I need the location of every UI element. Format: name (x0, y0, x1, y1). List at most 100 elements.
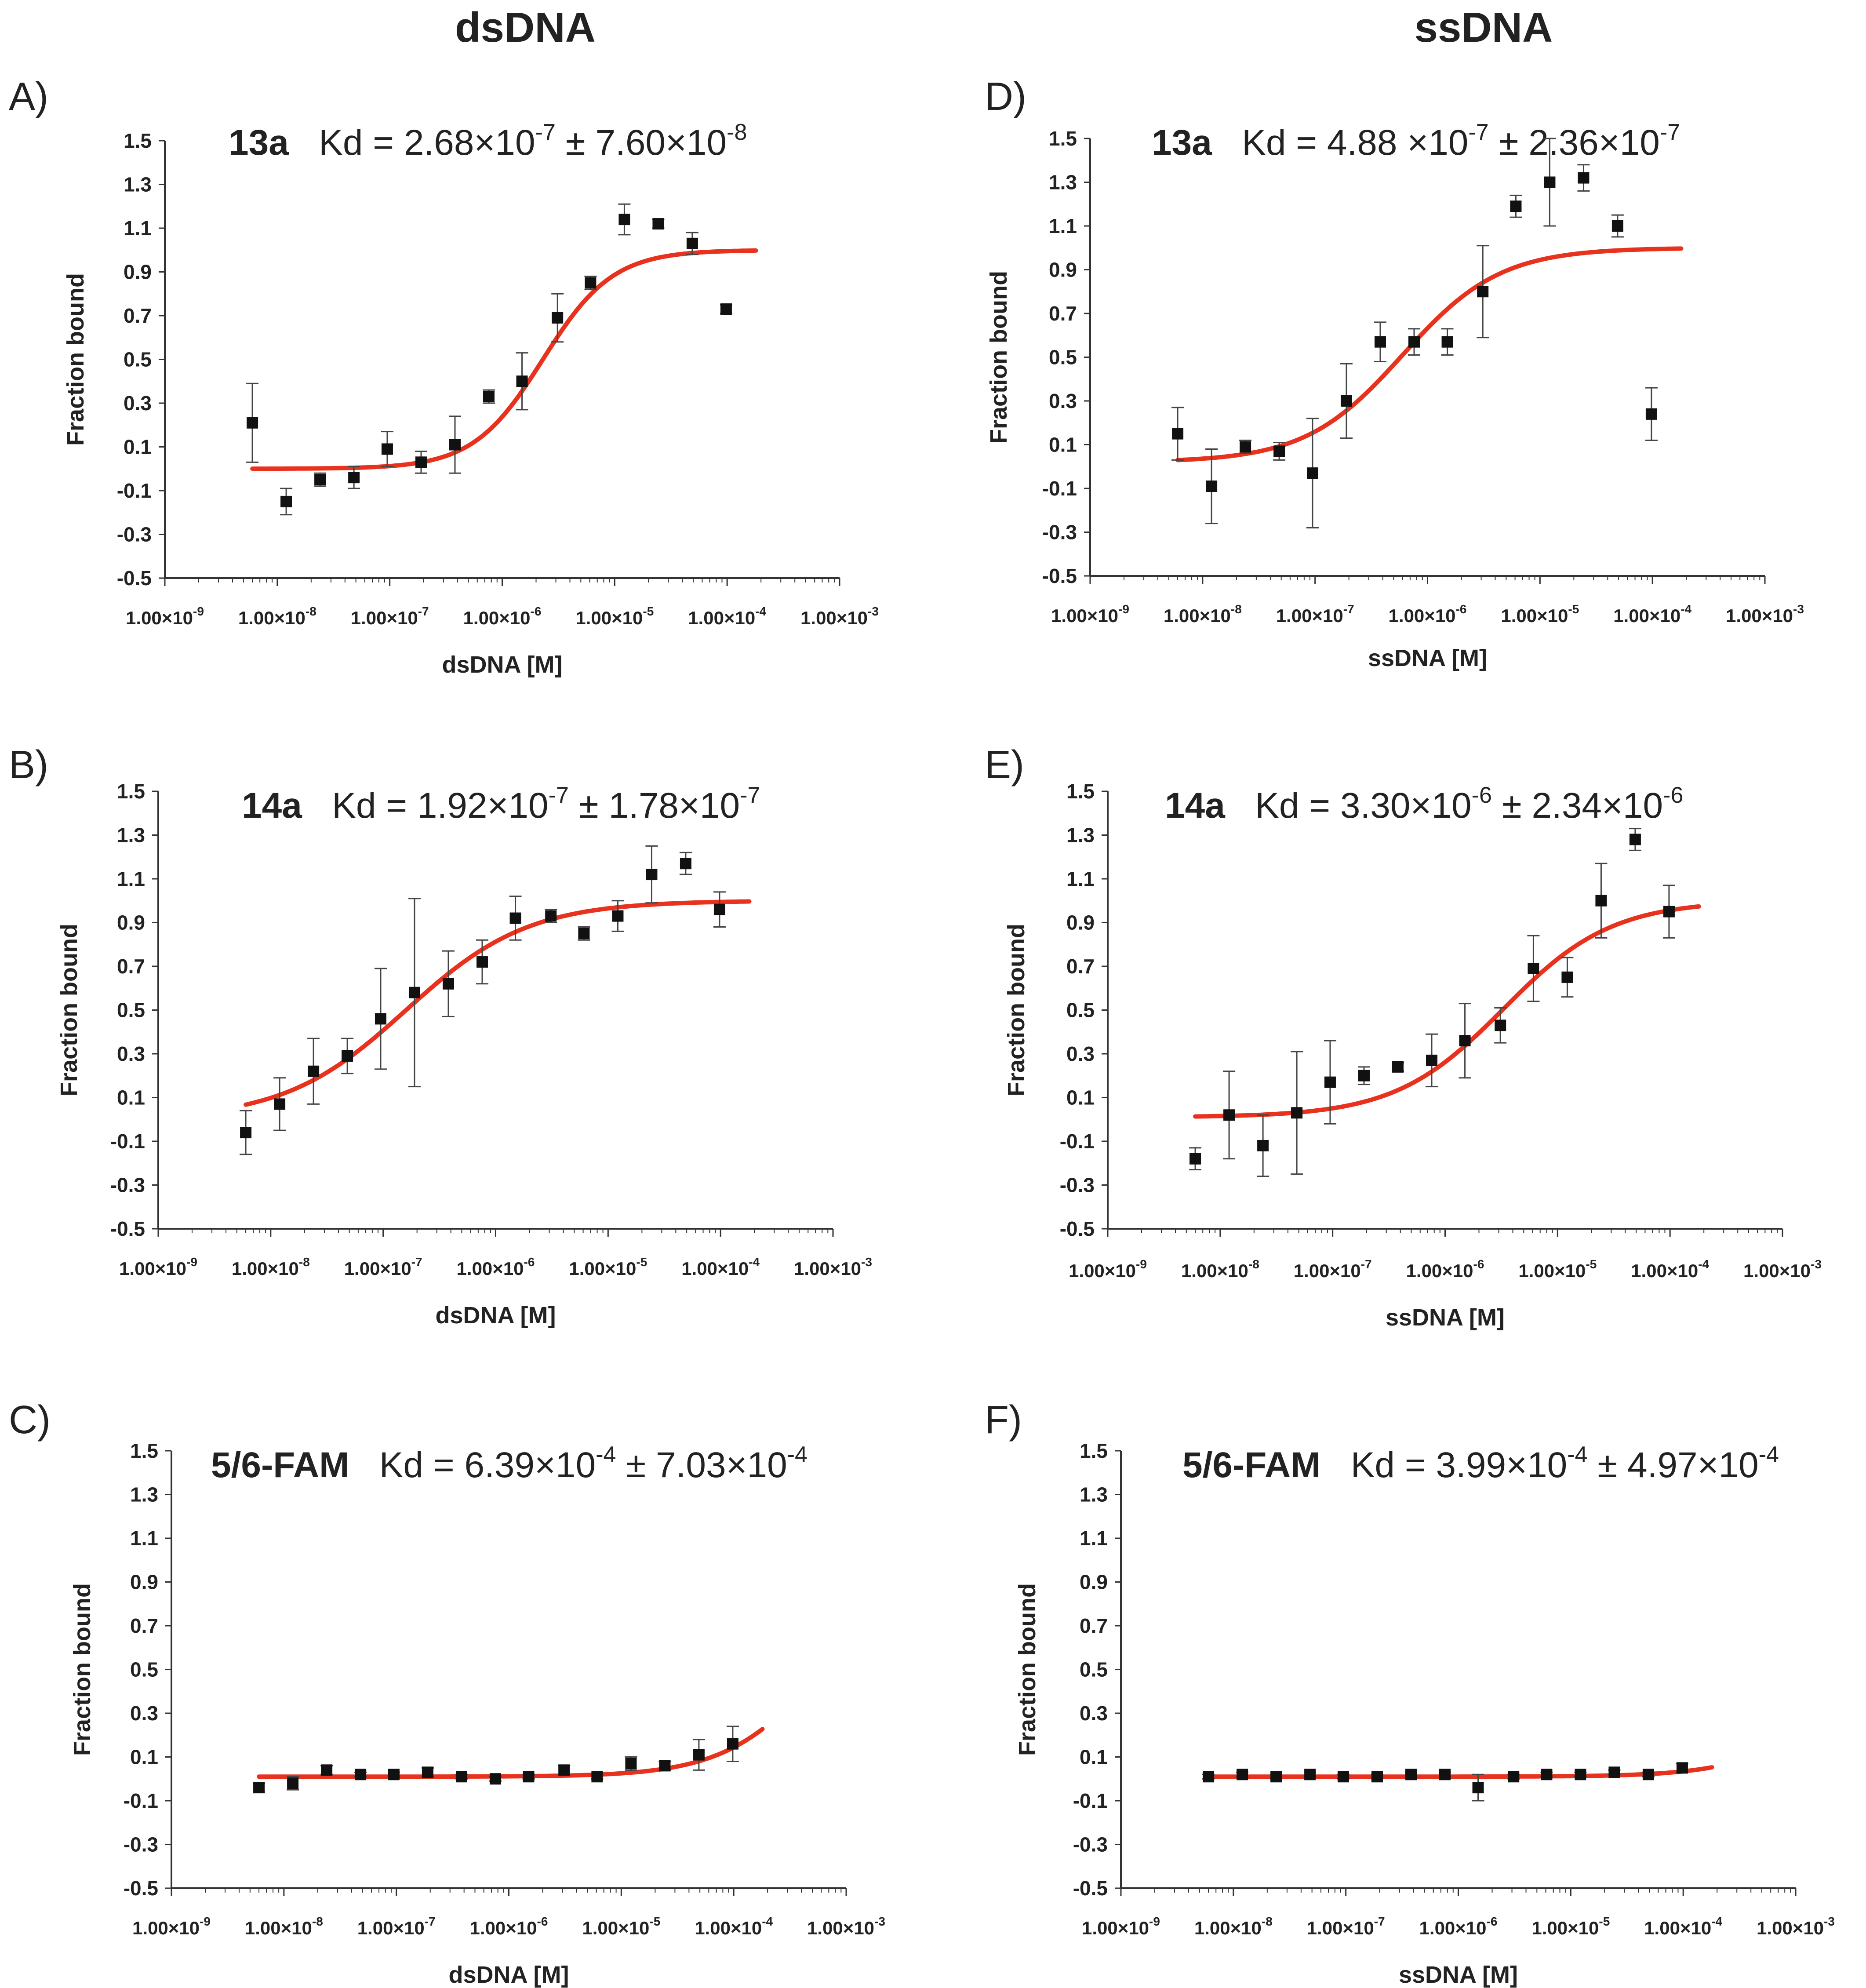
y-tick-label: 1.1 (1066, 867, 1095, 890)
data-point (1291, 1107, 1303, 1119)
data-point (1459, 1035, 1471, 1047)
y-tick-label: -0.3 (1073, 1833, 1108, 1856)
data-point (1508, 1771, 1520, 1783)
data-point (585, 277, 597, 289)
data-point (1528, 962, 1539, 974)
data-point (1477, 286, 1489, 298)
y-tick-label: 0.1 (124, 436, 152, 459)
data-point (1273, 445, 1285, 457)
data-point (1392, 1061, 1404, 1073)
data-point (381, 443, 393, 455)
x-tick-label: 1.00×10-5 (582, 1915, 660, 1938)
x-tick-label: 1.00×10-6 (1406, 1257, 1484, 1281)
data-point (552, 312, 564, 324)
y-tick-label: 0.5 (130, 1658, 158, 1681)
data-point (455, 1771, 467, 1783)
x-tick-label: 1.00×10-6 (457, 1255, 535, 1279)
data-point (422, 1766, 433, 1778)
y-tick-label: -0.1 (110, 1130, 145, 1153)
x-tick-label: 1.00×10-5 (1501, 602, 1579, 626)
x-tick-label: 1.00×10-4 (688, 604, 766, 628)
x-axis-label: dsDNA [M] (449, 1962, 569, 1988)
data-point (612, 910, 624, 922)
y-tick-label: 0.7 (1049, 302, 1077, 325)
data-point (1306, 467, 1318, 479)
x-tick-label: 1.00×10-9 (1051, 602, 1129, 626)
data-point (375, 1013, 386, 1025)
y-tick-label: 0.9 (124, 261, 152, 284)
y-tick-label: 0.1 (1066, 1086, 1095, 1109)
y-tick-label: 0.1 (1049, 433, 1077, 456)
y-tick-label: 0.9 (130, 1571, 158, 1594)
data-point (247, 417, 258, 429)
y-tick-label: 1.5 (1080, 1439, 1108, 1462)
y-tick-label: 0.1 (130, 1746, 158, 1769)
y-tick-label: -0.3 (110, 1174, 145, 1197)
data-point (1595, 895, 1607, 907)
data-point (1337, 1771, 1349, 1783)
data-point (388, 1769, 400, 1780)
y-tick-label: 1.3 (130, 1483, 158, 1506)
y-tick-label: 0.1 (1080, 1746, 1108, 1769)
y-tick-label: 1.3 (1049, 171, 1077, 194)
x-axis-label: ssDNA [M] (1386, 1304, 1505, 1331)
x-tick-label: 1.00×10-7 (1294, 1257, 1372, 1281)
x-tick-label: 1.00×10-8 (232, 1255, 310, 1279)
x-tick-label: 1.00×10-5 (1531, 1915, 1610, 1938)
x-tick-label: 1.00×10-6 (1419, 1915, 1498, 1938)
y-tick-label: 0.3 (130, 1702, 158, 1725)
data-point (1203, 1771, 1215, 1783)
data-point (1541, 1769, 1553, 1780)
panel-letter: E) (985, 743, 1024, 787)
y-tick-label: 1.3 (1080, 1483, 1108, 1506)
panel-letter: C) (9, 1398, 51, 1442)
data-point (618, 214, 630, 226)
data-point (1371, 1771, 1383, 1783)
fit-curve (257, 1727, 765, 1779)
data-point (727, 1738, 738, 1750)
fit-curve (250, 248, 758, 471)
fit-curve (1206, 1765, 1714, 1779)
y-tick-label: 1.3 (1066, 824, 1095, 847)
data-point (591, 1771, 603, 1783)
x-tick-label: 1.00×10-7 (351, 604, 429, 628)
data-point (1304, 1769, 1316, 1780)
y-tick-label: 0.5 (1066, 999, 1095, 1022)
x-axis-label: ssDNA [M] (1399, 1962, 1518, 1988)
x-tick-label: 1.00×10-7 (357, 1915, 436, 1938)
data-point (1340, 395, 1352, 407)
y-tick-label: -0.5 (1073, 1877, 1108, 1900)
x-tick-label: 1.00×10-7 (1307, 1915, 1385, 1938)
y-tick-label: 0.7 (1080, 1614, 1108, 1637)
y-tick-label: -0.5 (1060, 1217, 1095, 1240)
data-point (490, 1773, 502, 1785)
data-point (680, 858, 691, 870)
data-point (1223, 1109, 1235, 1121)
x-tick-label: 1.00×10-7 (1276, 602, 1354, 626)
y-tick-label: 1.5 (130, 1439, 158, 1462)
y-axis-label: Fraction bound (986, 271, 1012, 444)
x-tick-label: 1.00×10-7 (344, 1255, 422, 1279)
data-point (1426, 1054, 1438, 1066)
y-axis-label: Fraction bound (62, 273, 89, 446)
y-axis-label: Fraction bound (56, 924, 82, 1096)
data-point (1237, 1769, 1248, 1780)
y-tick-label: -0.3 (124, 1833, 158, 1856)
data-point (523, 1771, 535, 1783)
data-point (1663, 906, 1675, 918)
panel-letter: D) (985, 75, 1026, 119)
data-point (1578, 172, 1590, 184)
data-point (1472, 1782, 1484, 1794)
data-point (321, 1764, 333, 1776)
y-tick-label: 0.1 (117, 1086, 145, 1109)
fit-curve (1193, 904, 1701, 1119)
x-tick-label: 1.00×10-9 (1069, 1257, 1147, 1281)
y-tick-label: 1.1 (130, 1527, 158, 1550)
data-point (1544, 176, 1556, 188)
fit-curve (244, 899, 752, 1107)
data-point (308, 1065, 320, 1077)
y-tick-label: -0.3 (117, 523, 152, 546)
y-tick-label: 0.3 (1049, 390, 1077, 412)
y-tick-label: 0.5 (124, 348, 152, 371)
x-tick-label: 1.00×10-3 (807, 1915, 885, 1938)
